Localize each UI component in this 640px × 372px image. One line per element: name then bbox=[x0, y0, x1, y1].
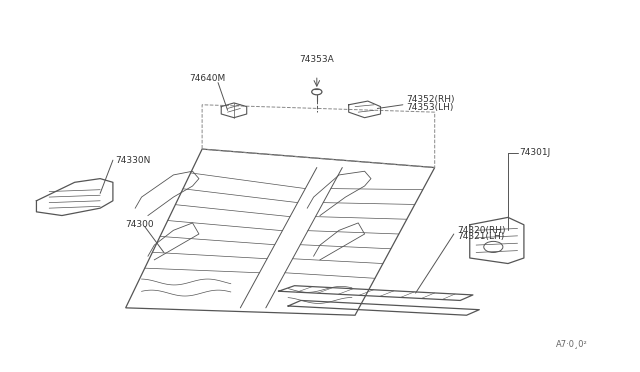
Text: 74301J: 74301J bbox=[519, 148, 550, 157]
Text: 74352(RH): 74352(RH) bbox=[406, 96, 454, 105]
Text: 74353(LH): 74353(LH) bbox=[406, 103, 453, 112]
Text: 74300: 74300 bbox=[125, 220, 154, 229]
Text: 74321(LH): 74321(LH) bbox=[457, 232, 504, 241]
Text: 74320(RH): 74320(RH) bbox=[457, 226, 506, 235]
Text: 74640M: 74640M bbox=[189, 74, 226, 83]
Text: A7·0¸0²: A7·0¸0² bbox=[556, 340, 588, 349]
Text: 74330N: 74330N bbox=[115, 155, 150, 165]
Text: 74353A: 74353A bbox=[300, 55, 334, 64]
